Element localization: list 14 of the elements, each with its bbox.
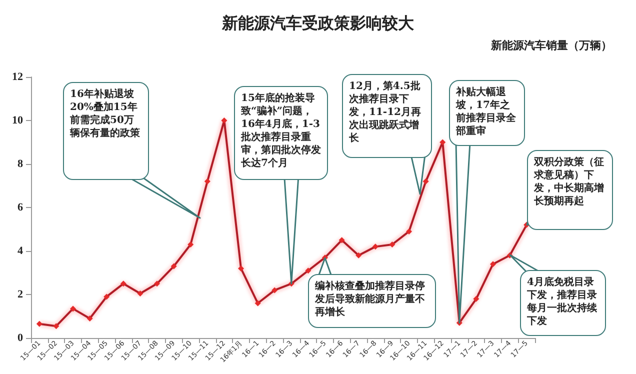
y-tick-label: 4 bbox=[18, 245, 24, 258]
annotation: 15年底的抢装导致“骗补”问题，16年4月底，1-3批次推荐目录重审，第四批次停发长达7个月 bbox=[234, 86, 328, 180]
annotation: 12月，第4.5批次推荐目录下发，11-12月再次出现跳跃式增长 bbox=[342, 74, 432, 158]
annotation: 4月底免税目录下发，推荐目录每月一批次持续下发 bbox=[520, 270, 606, 336]
chart-title: 新能源汽车受政策影响较大 bbox=[221, 14, 415, 32]
annotation: 16年补贴退坡20%叠加15年前需完成50万辆保有量的政策 bbox=[63, 82, 149, 180]
y-tick-label: 2 bbox=[18, 288, 24, 301]
y-axis-title: 新能源汽车销量（万辆） bbox=[490, 39, 612, 52]
y-tick-label: 0 bbox=[18, 332, 24, 344]
y-tick-label: 6 bbox=[18, 202, 24, 214]
y-tick-label: 8 bbox=[18, 158, 24, 170]
y-tick-label: 12 bbox=[12, 71, 24, 83]
annotation: 补贴大幅退坡，17年之前推荐目录全部重审 bbox=[449, 80, 525, 146]
y-tick-label: 10 bbox=[12, 114, 24, 127]
